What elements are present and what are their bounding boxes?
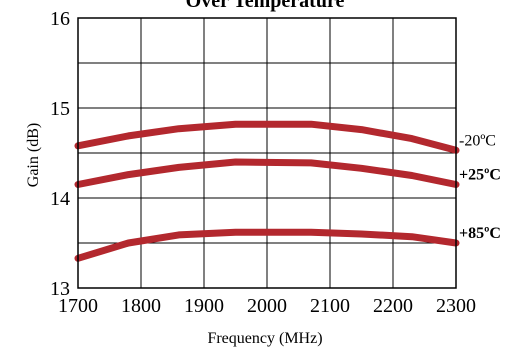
x-axis-label: Frequency (MHz) — [207, 330, 322, 347]
y-axis-label: Gain (dB) — [25, 123, 42, 187]
y-tick-label: 13 — [50, 278, 70, 300]
x-tick-label: 2200 — [373, 295, 413, 317]
series-label: +25ºC — [459, 167, 501, 184]
y-tick-label: 15 — [50, 98, 70, 120]
series-label: -20ºC — [459, 132, 496, 149]
x-tick-label: 2300 — [436, 295, 476, 317]
series-line — [74, 228, 460, 262]
series-lines — [74, 120, 460, 262]
x-tick-labels: 1700 1800 1900 2000 2100 2200 2300 — [58, 295, 476, 317]
series-line — [74, 158, 460, 188]
x-tick-label: 1800 — [121, 295, 161, 317]
series-line — [74, 120, 460, 154]
y-tick-label: 14 — [50, 188, 70, 210]
x-tick-label: 2100 — [310, 295, 350, 317]
x-tick-label: 1900 — [184, 295, 224, 317]
chart-title: Over Temperature — [186, 0, 345, 12]
grid — [78, 18, 456, 288]
y-tick-label: 16 — [50, 8, 70, 30]
series-labels: -20ºC +25ºC +85ºC — [459, 132, 501, 242]
y-tick-labels: 13 14 15 16 — [50, 8, 70, 300]
x-tick-label: 2000 — [247, 295, 287, 317]
series-label: +85ºC — [459, 225, 501, 242]
x-tick-label: 1700 — [58, 295, 98, 317]
plot-frame — [77, 17, 457, 289]
